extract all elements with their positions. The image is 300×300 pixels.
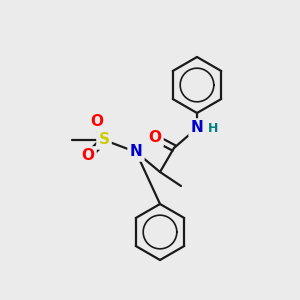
Text: N: N <box>130 145 142 160</box>
Text: S: S <box>98 133 110 148</box>
Text: H: H <box>208 122 218 134</box>
Text: O: O <box>91 115 103 130</box>
Text: N: N <box>190 121 203 136</box>
Text: O: O <box>148 130 161 146</box>
Text: O: O <box>82 148 94 164</box>
